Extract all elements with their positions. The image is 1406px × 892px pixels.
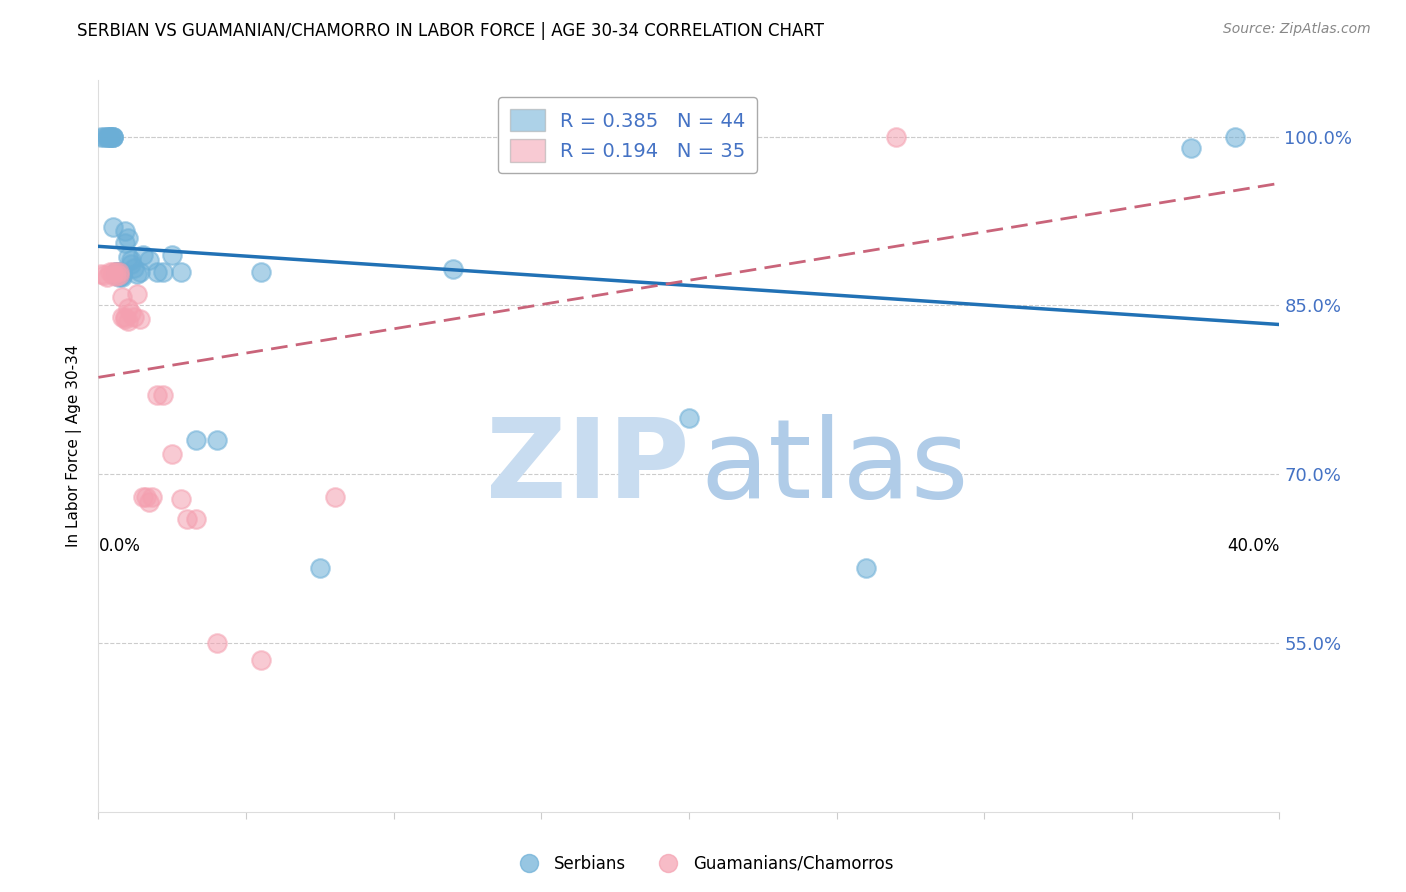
Point [125, 287, 148, 301]
Point [152, 388, 174, 402]
Point [162, 248, 183, 262]
Text: SERBIAN VS GUAMANIAN/CHAMORRO IN LABOR FORCE | AGE 30-34 CORRELATION CHART: SERBIAN VS GUAMANIAN/CHAMORRO IN LABOR F… [77, 22, 824, 40]
Point [111, 268, 134, 282]
Point [138, 253, 160, 268]
Point [117, 250, 139, 264]
Point [125, 267, 148, 281]
Point [93, 268, 115, 282]
Point [105, 264, 128, 278]
Point [98, 129, 121, 144]
Point [96, 129, 118, 144]
Point [146, 264, 169, 278]
Point [176, 512, 198, 526]
Point [114, 311, 136, 326]
Point [205, 636, 228, 650]
Point [114, 236, 136, 251]
Point [117, 231, 139, 245]
Point [93, 129, 115, 144]
Point [96, 129, 118, 144]
Legend: Serbians, Guamanians/Chamorros: Serbians, Guamanians/Chamorros [506, 848, 900, 880]
Point [103, 129, 125, 144]
Point [120, 253, 142, 268]
Text: 40.0%: 40.0% [1227, 537, 1279, 556]
Point [96, 270, 118, 285]
Point [132, 490, 155, 504]
Point [114, 224, 136, 238]
Point [111, 290, 134, 304]
Point [111, 310, 134, 324]
Point [103, 219, 125, 234]
Point [170, 491, 193, 506]
Point [105, 264, 128, 278]
Point [141, 490, 163, 504]
Point [117, 314, 139, 328]
Point [103, 264, 125, 278]
Point [205, 434, 228, 448]
Point [108, 270, 131, 285]
Point [111, 264, 134, 278]
Point [122, 310, 145, 324]
Point [122, 261, 145, 276]
Point [98, 264, 121, 278]
Point [1225, 129, 1247, 144]
Point [98, 129, 121, 144]
Point [103, 129, 125, 144]
Point [184, 512, 207, 526]
Point [678, 410, 700, 425]
Point [441, 262, 464, 277]
Point [884, 129, 907, 144]
Point [98, 129, 121, 144]
Point [152, 264, 174, 278]
Point [103, 268, 125, 282]
Point [105, 264, 128, 278]
Point [120, 306, 142, 320]
Point [250, 653, 273, 667]
Point [128, 264, 150, 278]
Point [146, 388, 169, 402]
Point [105, 269, 128, 284]
Point [108, 264, 131, 278]
Point [250, 264, 273, 278]
Point [135, 490, 157, 504]
Point [170, 264, 193, 278]
Point [323, 490, 346, 504]
Text: ZIP: ZIP [485, 415, 689, 522]
Point [103, 129, 125, 144]
Point [114, 310, 136, 324]
Point [132, 248, 155, 262]
Point [108, 264, 131, 278]
Point [90, 129, 112, 144]
Text: atlas: atlas [700, 415, 969, 522]
Point [105, 268, 128, 282]
Legend: R = 0.385   N = 44, R = 0.194   N = 35: R = 0.385 N = 44, R = 0.194 N = 35 [498, 97, 756, 173]
Text: 0.0%: 0.0% [98, 537, 141, 556]
Point [117, 301, 139, 315]
Text: Source: ZipAtlas.com: Source: ZipAtlas.com [1223, 22, 1371, 37]
Point [111, 270, 134, 285]
Point [162, 447, 183, 461]
Point [648, 141, 671, 155]
Point [309, 560, 332, 574]
Point [855, 560, 877, 574]
Point [108, 264, 131, 278]
Point [108, 268, 131, 282]
Point [1180, 141, 1202, 155]
Y-axis label: In Labor Force | Age 30-34: In Labor Force | Age 30-34 [66, 344, 83, 548]
Point [90, 267, 112, 281]
Point [184, 434, 207, 448]
Point [128, 311, 150, 326]
Point [120, 257, 142, 271]
Point [138, 495, 160, 509]
